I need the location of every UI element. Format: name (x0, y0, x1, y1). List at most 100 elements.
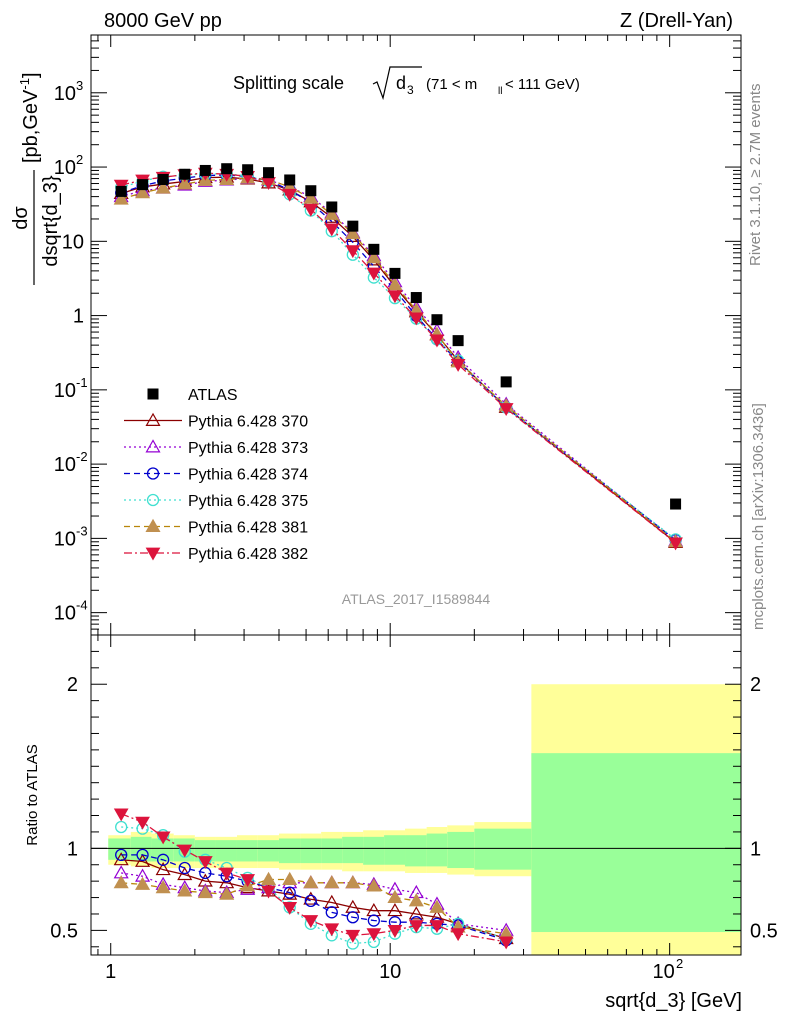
ratio-2-point (304, 894, 317, 907)
ratio-5-point (197, 856, 213, 869)
upper-ylabel: dσ dsqrt{d_3} [pb,GeV-1] (10, 72, 62, 285)
upper-ytick-label: 10 (54, 454, 76, 476)
lower-ytick-label-right: 1 (750, 838, 761, 860)
title-main: Splitting scale (233, 73, 344, 93)
ratio-5-point (345, 929, 361, 943)
legend-marker-3 (146, 493, 160, 507)
atlas-data-point (221, 163, 233, 175)
ratio-4-point (408, 893, 424, 907)
upper-ytick-label: 10 (54, 380, 76, 402)
series-line-5 (121, 172, 676, 544)
ratio-4-point (197, 884, 213, 899)
atlas-data-point (242, 164, 254, 176)
upper-ytick-label-exp: 2 (76, 152, 83, 167)
band-green-17 (474, 828, 532, 870)
legend-marker-5 (145, 547, 161, 561)
legend-label-5: Pythia 6.428 382 (188, 546, 308, 563)
ratio-5-point (113, 808, 129, 822)
ratio-5-point (303, 915, 319, 929)
series-5-point (429, 334, 445, 348)
band-green-16 (447, 831, 475, 869)
atlas-data-point (452, 335, 464, 347)
ratio-0-point (135, 853, 151, 867)
legend-marker-0 (145, 412, 161, 426)
series-4-point (303, 190, 319, 204)
series-line-1 (121, 177, 676, 542)
ratio-0-point (408, 906, 424, 920)
series-line-3 (120, 173, 676, 540)
upper-ytick-label-exp: 3 (76, 78, 83, 93)
svg-text:ll: ll (498, 86, 502, 97)
lower-ytick-label-left: 2 (67, 674, 78, 696)
x-tick-label: 10 (653, 961, 675, 983)
atlas-data-point (500, 376, 512, 388)
upper-ytick-label: 10 (54, 528, 76, 550)
ratio-4-point (429, 899, 445, 913)
ratio-line-2 (121, 854, 507, 941)
ratio-0-point (387, 902, 403, 917)
ylabel-den: dsqrt{d_3} (40, 175, 62, 267)
lower-ytick-label-left: 0.5 (50, 920, 78, 942)
series-5-point (324, 223, 340, 237)
upper-ytick-label: 1 (73, 306, 84, 328)
rivet-label: Rivet 3.1.10, ≥ 2.7M events (747, 84, 764, 267)
upper-ytick-label: 10 (62, 231, 84, 253)
svg-text:d: d (396, 73, 406, 93)
ratio-5-point (387, 925, 403, 938)
svg-text:(71 < m: (71 < m (426, 76, 477, 93)
atlas-data-point (670, 498, 682, 510)
ratio-5-point (450, 928, 466, 942)
ratio-4-point (177, 883, 193, 897)
ylabel-unit: [pb,GeV (20, 89, 42, 163)
svg-text:[pb,GeV-1]: [pb,GeV-1] (17, 72, 42, 163)
band-green-18 (531, 753, 741, 933)
atlas-data-point (179, 168, 191, 180)
x-tick-label: 1 (105, 961, 116, 983)
series-4-point (155, 180, 171, 194)
ratio-5-point (155, 831, 171, 845)
ratio-5-point (429, 920, 445, 933)
ratio-4-point (345, 875, 361, 889)
lower-panel (91, 635, 741, 955)
ratio-4-point (282, 871, 298, 885)
ratio-4-point (366, 878, 382, 892)
upper-panel-frame (90, 34, 742, 636)
atlas-data-point (115, 185, 127, 197)
upper-panel (91, 34, 741, 636)
header-left: 8000 GeV pp (104, 10, 222, 32)
band-green-5 (215, 840, 237, 862)
atlas-data-point (157, 173, 169, 185)
svg-text:< 111 GeV): < 111 GeV) (505, 76, 580, 93)
series-line-4 (121, 177, 676, 543)
ratio-2-point (346, 911, 359, 924)
legend-label-3: Pythia 6.428 375 (188, 493, 308, 510)
legend-marker-4 (145, 518, 161, 532)
ratio-4-point (155, 880, 171, 894)
legend-marker-2 (146, 467, 160, 480)
series-5-point (303, 203, 319, 217)
ratio-2-point (136, 848, 149, 862)
ratio-5-point (324, 923, 340, 937)
band-green-14 (405, 835, 427, 867)
atlas-data-point (431, 314, 443, 326)
ratio-5-point (177, 844, 193, 858)
atlas-data-point (347, 220, 359, 232)
upper-ytick-label-exp: -4 (76, 598, 88, 613)
ylabel-unit-sup: -1 (17, 78, 32, 90)
series-4-point (345, 225, 361, 240)
ylabel-num: dσ (10, 206, 32, 230)
lower-ytick-label-right: 2 (750, 674, 761, 696)
ratio-0-point (177, 866, 193, 881)
ylabel-unit-close: ] (20, 72, 42, 78)
svg-text:Splitting scale: Splitting scale (233, 73, 344, 93)
legend-atlas-label: ATLAS (188, 387, 238, 404)
title-range-post: < 111 GeV) (505, 76, 580, 93)
upper-ytick-label: 10 (54, 603, 76, 625)
series-4-point (135, 185, 151, 199)
ratio-5-point (498, 936, 514, 950)
upper-ytick-label: 10 (54, 157, 76, 179)
ratio-5-point (282, 902, 298, 915)
legend-label-1: Pythia 6.428 373 (188, 440, 308, 457)
legend-label-2: Pythia 6.428 374 (188, 467, 308, 484)
